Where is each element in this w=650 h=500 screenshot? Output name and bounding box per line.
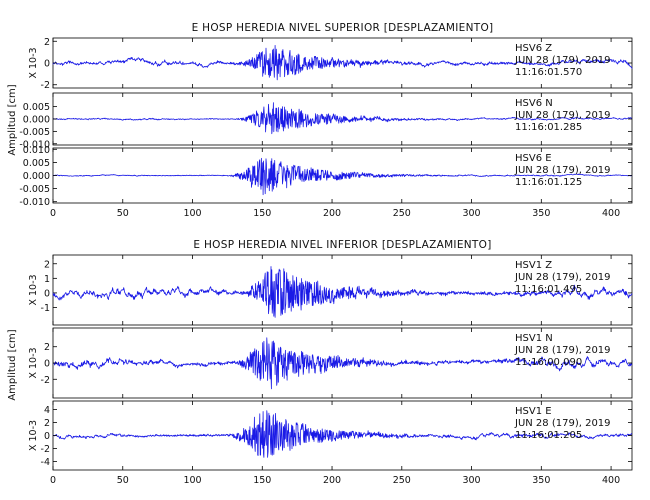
x-tick-label: 100 bbox=[183, 475, 201, 486]
waveform-trace bbox=[52, 157, 633, 196]
channel-time: 11:16:00.090 bbox=[515, 357, 582, 368]
channel-time: 11:16:01.285 bbox=[515, 122, 582, 133]
x-tick-label: 400 bbox=[602, 475, 620, 486]
channel-date: JUN 28 (179), 2019 bbox=[514, 55, 611, 66]
channel-time: 11:16:01.570 bbox=[515, 67, 582, 78]
y-tick-label: 0.005 bbox=[23, 102, 50, 113]
y-tick-label: 2 bbox=[44, 259, 50, 270]
scale-multiplier-label: X 10-3 bbox=[28, 47, 39, 78]
channel-time: 11:16:01.125 bbox=[515, 177, 582, 188]
y-axis-label: Amplitud [cm] bbox=[7, 84, 18, 155]
chart-title: E HOSP HEREDIA NIVEL SUPERIOR [DESPLAZAM… bbox=[192, 22, 494, 34]
y-tick-label: -4 bbox=[41, 457, 50, 468]
channel-label: HSV1 N bbox=[515, 333, 553, 344]
channel-date: JUN 28 (179), 2019 bbox=[514, 165, 611, 176]
scale-multiplier-label: X 10-3 bbox=[28, 347, 39, 378]
y-tick-label: 0.000 bbox=[23, 115, 50, 126]
x-tick-label: 200 bbox=[323, 208, 341, 219]
y-tick-label: 2 bbox=[44, 342, 50, 353]
x-tick-label: 350 bbox=[532, 208, 550, 219]
channel-time: 11:16:01.495 bbox=[515, 284, 582, 295]
x-tick-label: 400 bbox=[602, 208, 620, 219]
x-tick-label: 350 bbox=[532, 475, 550, 486]
y-tick-label: -0.005 bbox=[19, 184, 50, 195]
waveform-trace bbox=[52, 337, 633, 390]
channel-label: HSV6 Z bbox=[515, 43, 552, 54]
y-tick-label: -2 bbox=[41, 80, 50, 91]
channel-date: JUN 28 (179), 2019 bbox=[514, 345, 611, 356]
x-tick-label: 300 bbox=[462, 475, 480, 486]
y-tick-label: 0 bbox=[44, 431, 50, 442]
waveform-trace bbox=[52, 410, 633, 458]
y-tick-label: 0 bbox=[44, 288, 50, 299]
y-tick-label: -0.005 bbox=[19, 127, 50, 138]
y-tick-label: -0.010 bbox=[19, 197, 50, 208]
channel-label: HSV1 Z bbox=[515, 260, 552, 271]
x-tick-label: 150 bbox=[253, 208, 271, 219]
waveform-trace bbox=[52, 266, 633, 318]
channel-time: 11:16:01.205 bbox=[515, 430, 582, 441]
y-tick-label: 2 bbox=[44, 37, 50, 48]
x-tick-label: 0 bbox=[50, 475, 56, 486]
x-tick-label: 250 bbox=[393, 208, 411, 219]
waveform-trace bbox=[53, 102, 633, 135]
x-tick-label: 50 bbox=[117, 208, 129, 219]
scale-multiplier-label: X 10-3 bbox=[28, 274, 39, 305]
y-tick-label: -2 bbox=[41, 375, 50, 386]
y-tick-label: 0.000 bbox=[23, 171, 50, 182]
x-tick-label: 0 bbox=[50, 208, 56, 219]
y-tick-label: 4 bbox=[44, 405, 50, 416]
waveform-trace bbox=[52, 45, 633, 81]
x-tick-label: 150 bbox=[253, 475, 271, 486]
channel-date: JUN 28 (179), 2019 bbox=[514, 110, 611, 121]
x-tick-label: 300 bbox=[462, 208, 480, 219]
scale-multiplier-label: X 10-3 bbox=[28, 420, 39, 451]
y-tick-label: 0 bbox=[44, 359, 50, 370]
y-tick-label: -0.010 bbox=[19, 139, 50, 150]
channel-date: JUN 28 (179), 2019 bbox=[514, 272, 611, 283]
x-tick-label: 250 bbox=[393, 475, 411, 486]
y-tick-label: 0.005 bbox=[23, 158, 50, 169]
x-tick-label: 100 bbox=[183, 208, 201, 219]
channel-label: HSV6 E bbox=[515, 153, 552, 164]
y-tick-label: 1 bbox=[44, 274, 50, 285]
channel-date: JUN 28 (179), 2019 bbox=[514, 418, 611, 429]
chart-title: E HOSP HEREDIA NIVEL INFERIOR [DESPLAZAM… bbox=[193, 239, 491, 251]
panel-frame bbox=[52, 254, 633, 326]
y-axis-label: Amplitud [cm] bbox=[7, 329, 18, 400]
x-tick-label: 50 bbox=[117, 475, 129, 486]
y-tick-label: -2 bbox=[41, 444, 50, 455]
channel-label: HSV1 E bbox=[515, 406, 552, 417]
x-tick-label: 200 bbox=[323, 475, 341, 486]
y-tick-label: 2 bbox=[44, 418, 50, 429]
channel-label: HSV6 N bbox=[515, 98, 553, 109]
y-tick-label: 0.010 bbox=[23, 145, 50, 156]
y-tick-label: -1 bbox=[41, 303, 50, 314]
y-tick-label: 0 bbox=[44, 59, 50, 70]
